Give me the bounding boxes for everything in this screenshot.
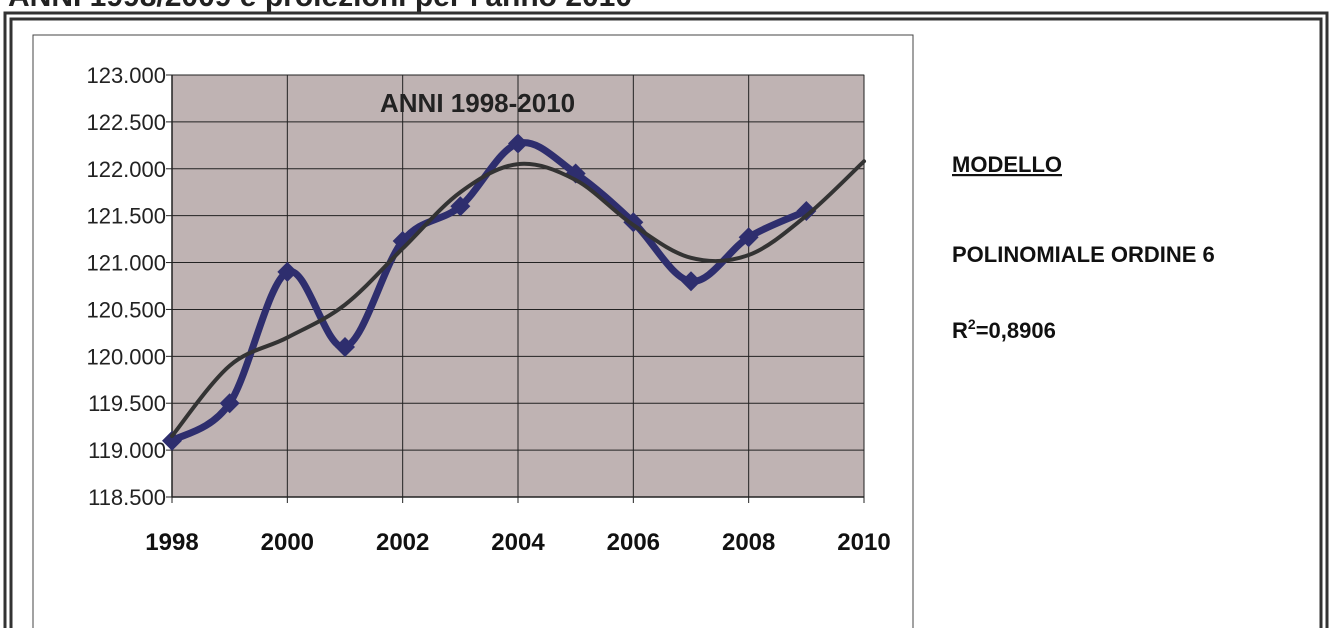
y-tick-label: 122.000 [86, 157, 166, 182]
model-type: POLINOMIALE ORDINE 6 [952, 242, 1215, 267]
heading: ANNI 1998/2009 e proiezioni per l'anno 2… [8, 0, 632, 13]
y-tick-label: 120.000 [86, 344, 166, 369]
y-tick-label: 119.500 [88, 391, 166, 416]
x-tick-label: 2010 [837, 529, 890, 556]
y-tick-label: 121.500 [86, 204, 166, 229]
y-tick-label: 118.500 [88, 485, 166, 510]
outer-border [3, 11, 1329, 628]
marker [277, 261, 298, 282]
x-tick-label: 2002 [376, 529, 429, 556]
marker [796, 200, 817, 221]
marker [450, 196, 471, 217]
inner-border [9, 17, 1323, 628]
marker [681, 271, 701, 292]
x-tick-label: 2006 [607, 529, 660, 556]
r-squared: R2=0,8906 [952, 316, 1056, 343]
marker [738, 227, 759, 248]
y-tick-label: 122.500 [86, 110, 166, 135]
marker [219, 393, 240, 414]
x-tick-label: 2004 [491, 529, 545, 556]
r2-rest: =0,8906 [976, 318, 1056, 343]
r2-sup: 2 [968, 316, 976, 332]
marker [508, 133, 528, 154]
series-line [170, 159, 866, 439]
chart-title: ANNI 1998-2010 [380, 88, 575, 118]
r2-base: R [952, 318, 968, 343]
marker [335, 336, 355, 357]
model-label: MODELLO [952, 152, 1062, 177]
marker [162, 430, 182, 451]
x-tick-label: 2008 [722, 529, 775, 556]
y-tick-label: 120.500 [86, 297, 166, 322]
y-tick-label: 119.000 [88, 438, 166, 463]
x-tick-label: 2000 [261, 529, 314, 556]
x-tick-label: 1998 [145, 529, 198, 556]
y-tick-label: 123.000 [86, 63, 166, 88]
y-tick-label: 121.000 [86, 251, 166, 276]
